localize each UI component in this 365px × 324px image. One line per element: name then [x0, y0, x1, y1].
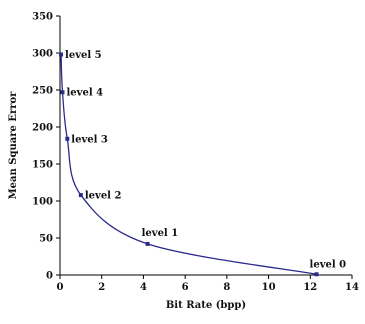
y-tick-label: 100 — [32, 197, 53, 208]
data-point — [59, 52, 64, 57]
y-tick-label: 50 — [39, 234, 53, 245]
y-tick-label: 250 — [32, 86, 53, 97]
x-axis-title: Bit Rate (bpp) — [166, 300, 246, 311]
data-point — [65, 136, 70, 141]
data-point — [145, 241, 150, 246]
data-label: level 1 — [142, 228, 179, 239]
x-tick-label: 4 — [140, 282, 147, 293]
x-tick-label: 2 — [98, 282, 105, 293]
y-tick-label: 0 — [46, 271, 53, 282]
y-tick-label: 150 — [32, 160, 53, 171]
x-tick-label: 0 — [57, 282, 64, 293]
data-points — [59, 52, 319, 277]
x-tick-label: 10 — [262, 282, 276, 293]
y-tick-label: 200 — [32, 123, 53, 134]
data-point — [314, 272, 319, 277]
data-point — [60, 90, 65, 95]
data-label: level 3 — [71, 134, 108, 145]
ticks: 0 2 4 6 8 10 12 14 0 50 100 150 200 250 300 350 — [32, 12, 359, 294]
axes — [59, 16, 352, 276]
y-axis-title: Mean Square Error — [8, 91, 19, 200]
data-label: level 5 — [65, 50, 102, 61]
data-label: level 2 — [85, 191, 122, 202]
point-labels: level 5 level 4 level 3 level 2 level 1 level… — [65, 50, 346, 270]
x-tick-label: 6 — [182, 282, 189, 293]
y-tick-label: 300 — [32, 49, 53, 60]
data-point — [78, 193, 83, 198]
data-label: level 0 — [310, 259, 347, 270]
x-tick-label: 14 — [345, 282, 359, 293]
data-label: level 4 — [67, 88, 104, 99]
y-tick-label: 350 — [32, 12, 53, 23]
x-tick-label: 12 — [303, 282, 317, 293]
x-tick-label: 8 — [223, 282, 230, 293]
